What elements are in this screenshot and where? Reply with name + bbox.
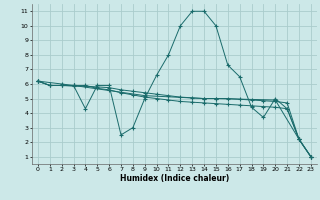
X-axis label: Humidex (Indice chaleur): Humidex (Indice chaleur) <box>120 174 229 183</box>
